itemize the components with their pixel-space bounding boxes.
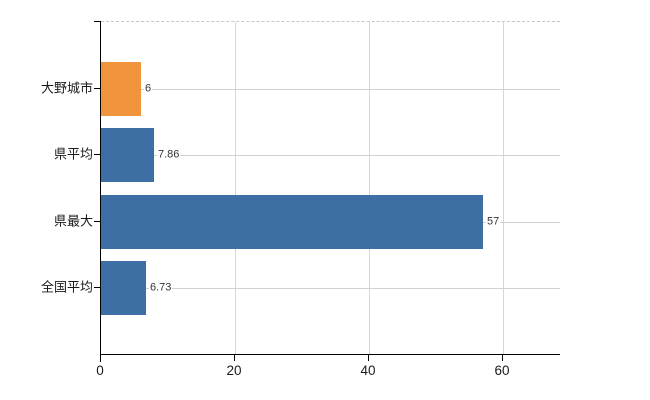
- category-label: 県最大: [53, 213, 93, 229]
- x-axis-tick-label: 40: [360, 363, 376, 378]
- vertical-gridline: [235, 22, 236, 354]
- bar: [101, 128, 154, 182]
- category-label: 大野城市: [40, 80, 93, 96]
- y-axis-line: [100, 21, 101, 362]
- plot-area: 6 7.86 57 6.73: [101, 21, 560, 354]
- bar: [101, 62, 141, 116]
- bar: [101, 261, 146, 315]
- vertical-gridline: [369, 22, 370, 354]
- x-axis-tick: [234, 355, 235, 361]
- x-axis-tick-label: 0: [96, 363, 104, 378]
- value-label: 6.73: [149, 281, 173, 295]
- vertical-gridline: [503, 22, 504, 354]
- value-label: 6: [144, 82, 153, 96]
- y-axis-tick: [94, 221, 100, 222]
- y-axis-tick: [94, 287, 100, 288]
- x-axis-line: [100, 354, 560, 355]
- x-axis-tick-label: 20: [226, 363, 242, 378]
- bar: [101, 195, 483, 249]
- y-axis-tick: [94, 154, 100, 155]
- horizontal-gridline: [101, 89, 560, 90]
- x-axis-tick: [368, 355, 369, 361]
- value-label: 57: [486, 215, 501, 229]
- x-axis-tick: [502, 355, 503, 361]
- y-axis-tick: [94, 88, 100, 89]
- category-label: 県平均: [53, 146, 93, 162]
- category-label: 全国平均: [40, 279, 93, 295]
- value-label: 7.86: [157, 148, 181, 162]
- x-axis-tick: [100, 355, 101, 361]
- horizontal-gridline: [101, 288, 560, 289]
- y-axis-tick: [94, 21, 100, 22]
- horizontal-gridline: [101, 155, 560, 156]
- x-axis-tick-label: 60: [494, 363, 510, 378]
